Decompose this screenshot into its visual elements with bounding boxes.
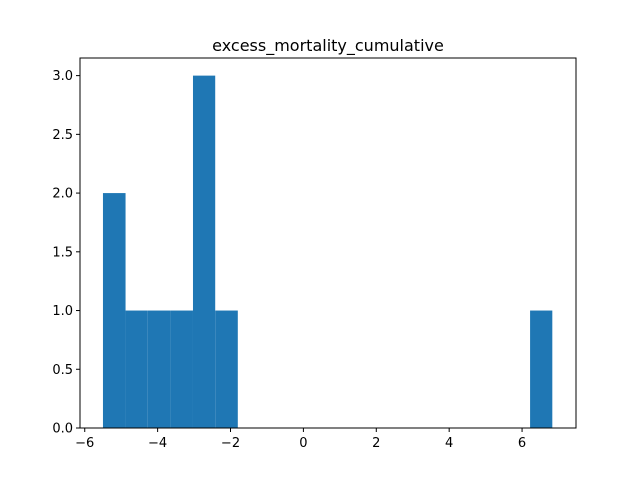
y-tick-label: 1.5 — [52, 245, 73, 260]
x-tick-label: −4 — [148, 436, 167, 451]
histogram-bar — [170, 310, 193, 428]
plot-frame — [79, 57, 577, 429]
histogram-bar — [147, 310, 171, 428]
histogram-bar — [215, 310, 238, 428]
y-axis-ticks: 0.0 0.5 1.0 1.5 2.0 2.5 3.0 — [52, 69, 80, 437]
y-tick-label: 3.0 — [52, 69, 73, 84]
bars-group — [102, 75, 553, 428]
histogram-bar — [192, 75, 216, 428]
x-tick-label: −6 — [75, 436, 94, 451]
y-tick-label: 1.0 — [52, 304, 73, 319]
histogram-bar — [102, 193, 126, 428]
x-tick-label: 6 — [518, 436, 526, 451]
histogram-bar — [530, 310, 553, 428]
histogram-bar — [125, 310, 148, 428]
x-tick-label: 0 — [299, 436, 307, 451]
chart-title: excess_mortality_cumulative — [212, 36, 444, 56]
y-tick-label: 0.5 — [52, 363, 73, 378]
x-tick-label: 2 — [372, 436, 380, 451]
y-tick-label: 2.5 — [52, 128, 73, 143]
x-tick-label: 4 — [445, 436, 453, 451]
y-tick-label: 2.0 — [52, 187, 73, 202]
x-axis-ticks: −6 −4 −2 0 2 4 6 — [75, 428, 526, 451]
x-tick-label: −2 — [221, 436, 240, 451]
y-tick-label: 0.0 — [52, 422, 73, 437]
